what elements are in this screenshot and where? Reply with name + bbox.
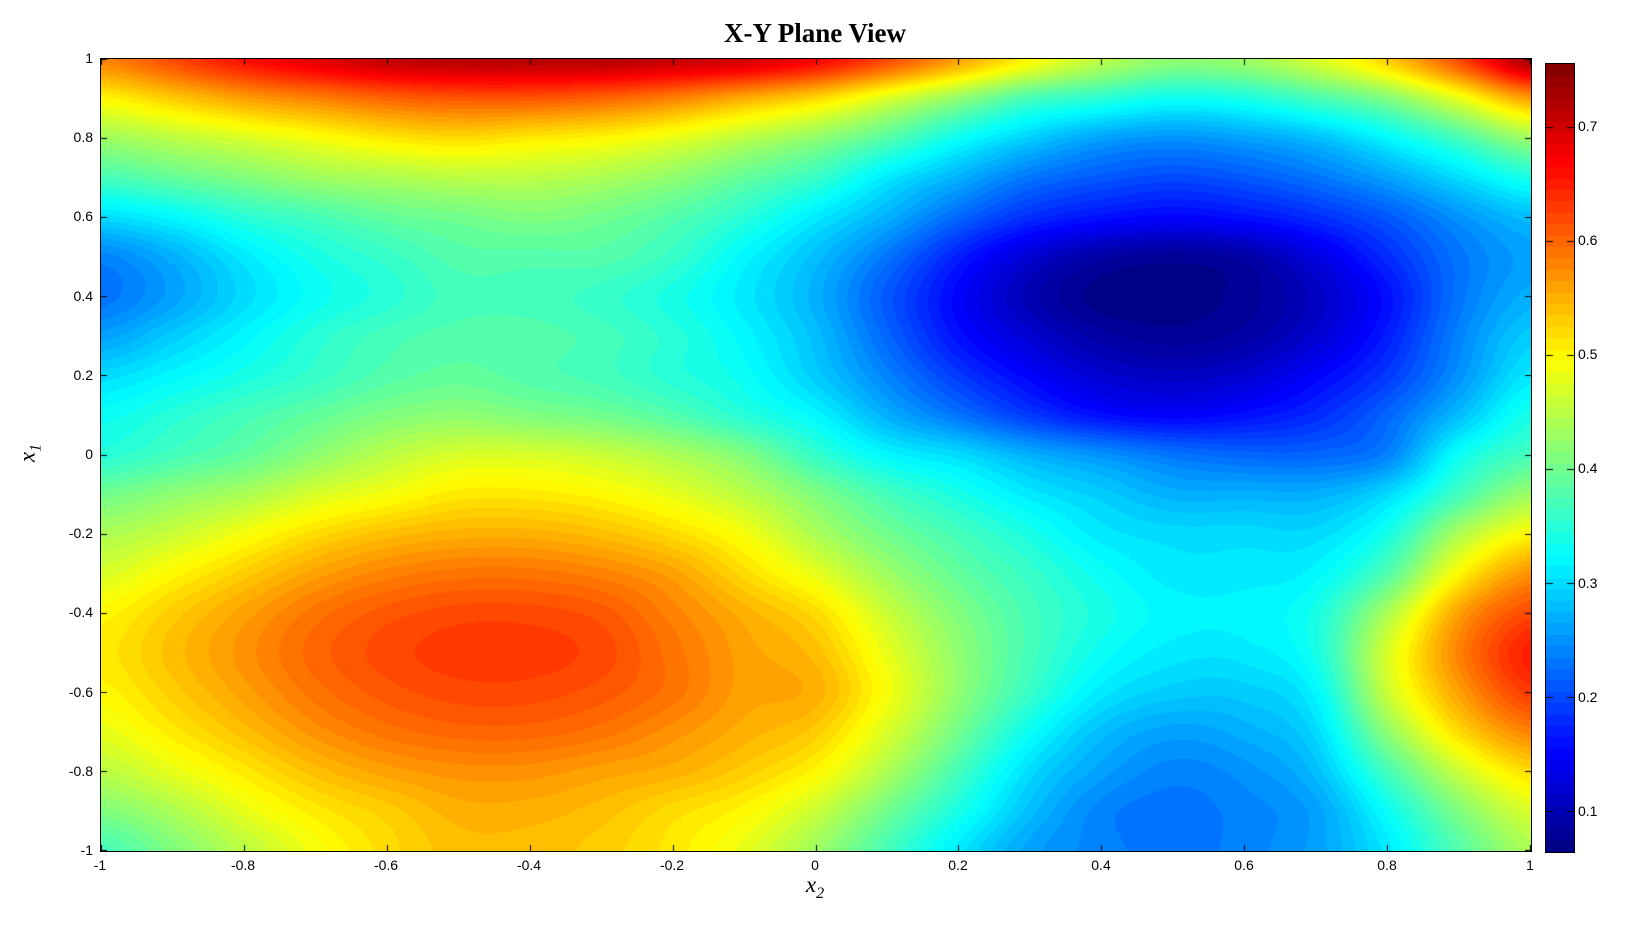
colorbar-tick-label-0.4: 0.4 [1578,460,1598,477]
x-tick-label-0: 0 [811,857,819,873]
x-tick-label-1: 1 [1526,857,1534,873]
colorbar-tick-label-0.7: 0.7 [1578,117,1598,134]
y-tick-label-0.4: 0.4 [73,287,93,304]
x-tick-label--0.6: -0.6 [373,857,399,873]
x-tick-label-0.8: 0.8 [1377,857,1397,873]
y-tick-label--0.4: -0.4 [68,604,93,621]
y-tick-label-1: 1 [85,50,93,66]
colorbar-tick-label-0.2: 0.2 [1578,688,1598,705]
y-tick-label--0.8: -0.8 [68,762,93,779]
x-tick-label-0.6: 0.6 [1234,857,1254,873]
x-axis-label: x2 [806,872,824,903]
y-tick-label--0.6: -0.6 [68,683,93,700]
y-tick-label-0.2: 0.2 [73,366,93,383]
contour-field-canvas [100,58,1532,852]
y-tick-label--0.2: -0.2 [68,525,93,542]
x-axis-label-sub: 2 [816,885,825,902]
x-tick-label-0.4: 0.4 [1091,857,1111,873]
colorbar-canvas [1545,63,1575,853]
x-axis-label-base: x [805,872,817,897]
y-tick-label-0.8: 0.8 [73,129,93,146]
x-tick-label--1: -1 [93,857,107,873]
x-tick-label-0.2: 0.2 [948,857,968,873]
colorbar-tick-label-0.5: 0.5 [1578,346,1598,363]
y-tick-label--1: -1 [80,842,93,858]
x-tick-label--0.8: -0.8 [230,857,256,873]
colorbar-tick-label-0.3: 0.3 [1578,574,1598,591]
plot-title: X-Y Plane View [724,18,906,48]
x-tick-label--0.2: -0.2 [659,857,685,873]
colorbar-tick-label-0.6: 0.6 [1578,232,1598,248]
y-tick-label-0: 0 [85,446,93,462]
colorbar-tick-label-0.1: 0.1 [1578,803,1598,820]
y-tick-label-0.6: 0.6 [73,208,93,225]
x-tick-label--0.4: -0.4 [516,857,542,873]
